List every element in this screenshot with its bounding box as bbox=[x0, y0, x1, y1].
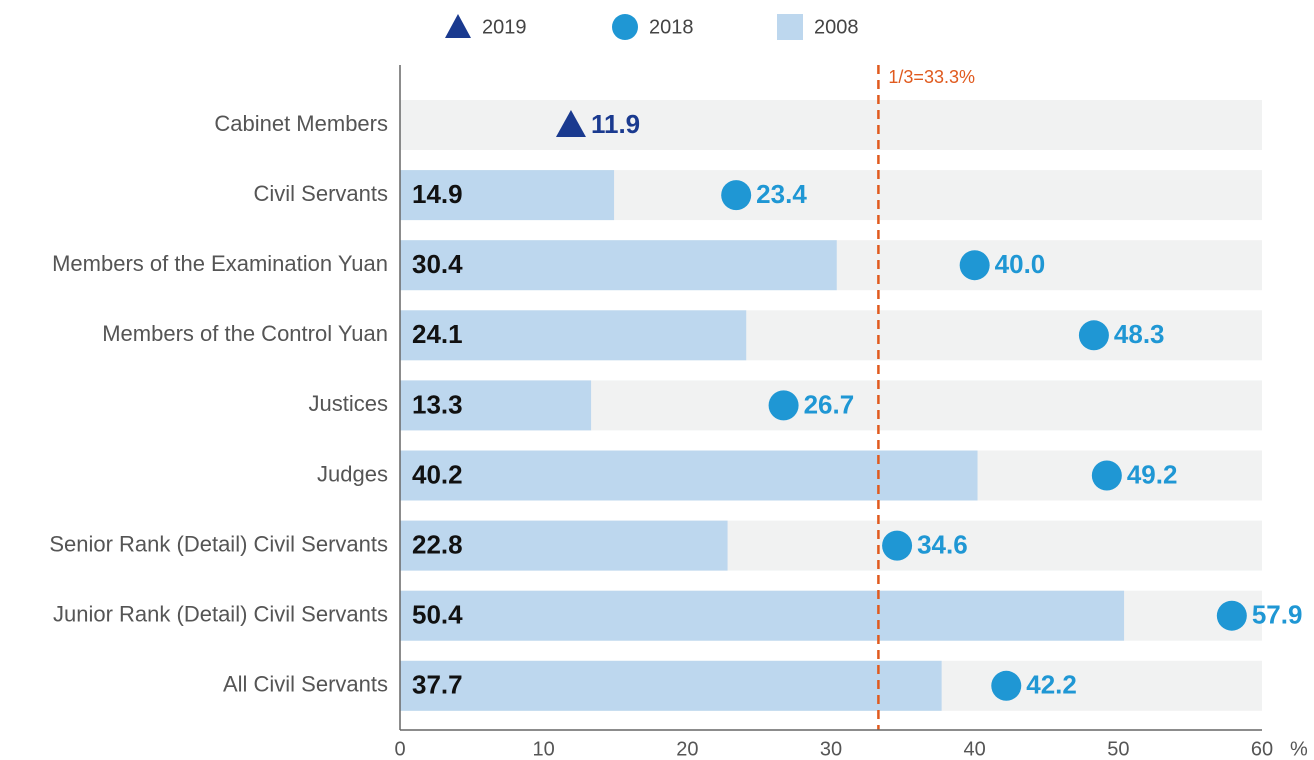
bar bbox=[400, 660, 942, 711]
bar bbox=[400, 590, 1125, 641]
bar bbox=[400, 170, 615, 221]
x-tick-label: 60 bbox=[1251, 738, 1273, 760]
marker bbox=[1091, 460, 1122, 491]
value-label: 24.1 bbox=[412, 319, 463, 349]
marker bbox=[1216, 600, 1247, 631]
legend-marker bbox=[612, 14, 638, 40]
legend-label: 2019 bbox=[482, 16, 527, 38]
bar bbox=[400, 450, 978, 501]
legend-label: 2018 bbox=[649, 16, 694, 38]
value-label: 48.3 bbox=[1114, 319, 1165, 349]
reference-label: 1/3=33.3% bbox=[888, 67, 975, 87]
y-tick-label: Civil Servants bbox=[254, 181, 388, 206]
x-tick-label: 30 bbox=[820, 738, 842, 760]
x-tick-label: 40 bbox=[964, 738, 986, 760]
y-tick-label: Members of the Examination Yuan bbox=[52, 251, 388, 276]
marker bbox=[768, 390, 799, 421]
value-label: 40.0 bbox=[995, 249, 1046, 279]
legend-marker bbox=[777, 14, 803, 40]
bar bbox=[400, 310, 747, 361]
y-tick-label: Justices bbox=[309, 391, 388, 416]
x-tick-label: 20 bbox=[676, 738, 698, 760]
marker bbox=[555, 110, 586, 137]
bar bbox=[400, 520, 728, 571]
y-tick-label: Members of the Control Yuan bbox=[102, 321, 388, 346]
value-label: 30.4 bbox=[412, 249, 463, 279]
y-tick-label: All Civil Servants bbox=[223, 672, 388, 697]
marker bbox=[882, 530, 913, 561]
legend-label: 2008 bbox=[814, 16, 859, 38]
value-label: 26.7 bbox=[804, 389, 855, 419]
bar bbox=[400, 380, 592, 431]
bar bbox=[400, 240, 837, 291]
value-label: 50.4 bbox=[412, 600, 463, 630]
value-label: 34.6 bbox=[917, 529, 968, 559]
x-tick-label: 50 bbox=[1107, 738, 1129, 760]
value-label: 13.3 bbox=[412, 389, 463, 419]
marker bbox=[991, 670, 1022, 701]
x-axis-label: % bbox=[1290, 738, 1308, 760]
y-tick-label: Junior Rank (Detail) Civil Servants bbox=[53, 602, 388, 627]
row-background bbox=[400, 100, 1262, 150]
marker bbox=[959, 250, 990, 281]
value-label: 40.2 bbox=[412, 459, 463, 489]
value-label: 14.9 bbox=[412, 179, 463, 209]
value-label: 37.7 bbox=[412, 670, 463, 700]
value-label: 22.8 bbox=[412, 529, 463, 559]
marker bbox=[1078, 320, 1109, 351]
marker bbox=[721, 180, 752, 211]
value-label: 11.9 bbox=[591, 109, 640, 139]
legend-marker bbox=[445, 14, 471, 38]
y-tick-label: Judges bbox=[317, 461, 388, 486]
value-label: 42.2 bbox=[1026, 670, 1077, 700]
value-label: 49.2 bbox=[1127, 459, 1178, 489]
value-label: 57.9 bbox=[1252, 600, 1303, 630]
value-label: 23.4 bbox=[756, 179, 807, 209]
y-tick-label: Cabinet Members bbox=[214, 111, 388, 136]
x-tick-label: 10 bbox=[533, 738, 555, 760]
x-tick-label: 0 bbox=[394, 738, 405, 760]
y-tick-label: Senior Rank (Detail) Civil Servants bbox=[49, 531, 388, 556]
